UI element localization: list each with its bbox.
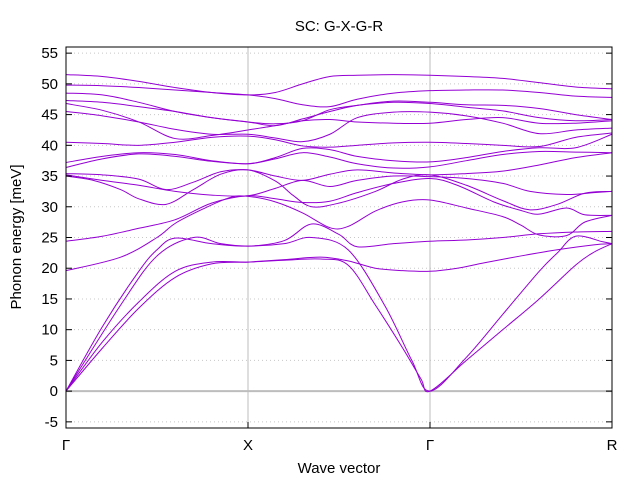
y-tick-label: 40 bbox=[41, 137, 58, 154]
band-line-3 bbox=[65, 223, 613, 392]
x-axis-label: Wave vector bbox=[298, 460, 381, 477]
band-line-9 bbox=[65, 152, 613, 191]
y-axis-ticks: -5 0 5 10 15 20 25 30 35 40 45 50 55 bbox=[41, 45, 612, 431]
y-tick-label: -5 bbox=[45, 414, 58, 431]
y-axis-label: Phonon energy [meV] bbox=[8, 164, 25, 309]
band-line-15 bbox=[65, 99, 613, 125]
y-tick-label: 5 bbox=[50, 352, 58, 369]
y-tick-label: 30 bbox=[41, 199, 58, 216]
y-tick-label: 25 bbox=[41, 230, 58, 247]
band-line-16 bbox=[65, 92, 613, 127]
y-tick-label: 35 bbox=[41, 168, 58, 185]
grid-lines bbox=[66, 47, 612, 428]
x-tick-label: R bbox=[607, 437, 618, 454]
y-tick-label: 15 bbox=[41, 291, 58, 308]
y-tick-label: 50 bbox=[41, 76, 58, 93]
band-line-11 bbox=[65, 133, 613, 165]
band-line-6 bbox=[65, 178, 613, 242]
band-line-1 bbox=[65, 243, 613, 392]
band-line-14 bbox=[65, 103, 613, 140]
band-line-12 bbox=[65, 132, 613, 148]
band-line-10 bbox=[65, 150, 613, 169]
band-line-5 bbox=[65, 195, 613, 272]
chart-title: SC: G-X-G-R bbox=[295, 18, 383, 35]
y-tick-label: 0 bbox=[50, 383, 58, 400]
x-tick-label: Γ bbox=[62, 437, 70, 454]
band-line-18 bbox=[65, 74, 613, 96]
y-tick-label: 45 bbox=[41, 107, 58, 124]
y-tick-label: 55 bbox=[41, 45, 58, 62]
band-series bbox=[65, 74, 613, 393]
band-line-13 bbox=[65, 111, 613, 143]
band-line-17 bbox=[65, 84, 613, 108]
y-tick-label: 20 bbox=[41, 260, 58, 277]
band-line-2 bbox=[65, 243, 613, 393]
band-line-8 bbox=[65, 174, 613, 197]
band-line-7 bbox=[65, 169, 613, 211]
x-tick-label: Γ bbox=[426, 437, 434, 454]
x-tick-label: X bbox=[243, 437, 253, 454]
band-line-4 bbox=[65, 235, 613, 392]
y-tick-label: 10 bbox=[41, 322, 58, 339]
